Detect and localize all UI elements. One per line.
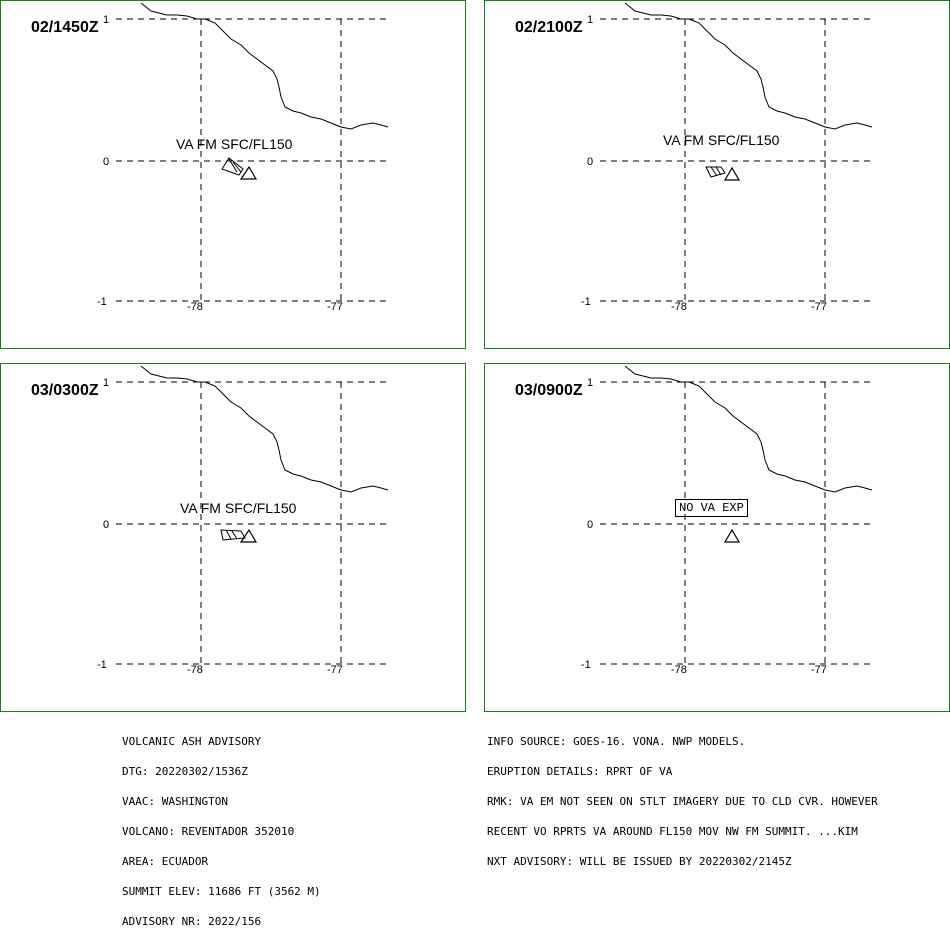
advisory-line: VOLCANIC ASH ADVISORY bbox=[122, 735, 262, 748]
advisory-line: SUMMIT ELEV: 11686 FT (3562 M) bbox=[122, 885, 321, 898]
advisory-line: ERUPTION DETAILS: RPRT OF VA bbox=[487, 765, 673, 778]
ash-hatch bbox=[710, 166, 718, 177]
panel-time: 03/0900Z bbox=[515, 382, 583, 399]
ash-hatch bbox=[225, 529, 232, 540]
advisory-line: RMK: VA EM NOT SEEN ON STLT IMAGERY DUE … bbox=[487, 795, 878, 808]
advisory-line: VAAC: WASHINGTON bbox=[122, 795, 228, 808]
ash-hatch bbox=[715, 166, 722, 176]
map-canvas: 1 0 -1 -78 -77 bbox=[581, 365, 873, 676]
advisory-line: AREA: ECUADOR bbox=[122, 855, 209, 868]
advisory-line: NXT ADVISORY: WILL BE ISSUED BY 20220302… bbox=[487, 855, 792, 868]
map-canvas: 1 0 -1 -78 -77 bbox=[581, 2, 873, 313]
coastline bbox=[140, 2, 389, 130]
lon-tick: -78 bbox=[671, 301, 687, 313]
lon-tick: -78 bbox=[187, 664, 203, 676]
ash-cloud-polygon bbox=[220, 529, 246, 541]
ash-label: VA FM SFC/FL150 bbox=[176, 136, 293, 152]
volcano-triangle-icon bbox=[723, 166, 741, 181]
lat-tick: 1 bbox=[103, 14, 109, 26]
lon-tick: -78 bbox=[187, 301, 203, 313]
advisory-line: RECENT VO RPRTS VA AROUND FL150 MOV NW F… bbox=[487, 825, 858, 838]
lat-tick: 1 bbox=[587, 14, 593, 26]
advisory-line: INFO SOURCE: GOES-16. VONA. NWP MODELS. bbox=[487, 735, 746, 748]
lat-tick: -1 bbox=[581, 659, 591, 671]
lat-tick: 1 bbox=[587, 377, 593, 389]
lat-tick: 1 bbox=[103, 377, 109, 389]
forecast-panel-2: 1 0 -1 -78 -77 02/2100Z VA FM SFC/FL150 bbox=[484, 0, 950, 349]
lat-tick: 0 bbox=[587, 156, 593, 168]
ash-cloud-polygon bbox=[705, 166, 726, 178]
panel-time: 03/0300Z bbox=[31, 382, 99, 399]
lon-tick: -77 bbox=[811, 301, 827, 313]
advisory-line: DTG: 20220302/1536Z bbox=[122, 765, 248, 778]
advisory-details-block: INFO SOURCE: GOES-16. VONA. NWP MODELS. … bbox=[487, 717, 878, 877]
volcano-triangle-icon bbox=[723, 528, 741, 543]
ash-label: VA FM SFC/FL150 bbox=[180, 500, 297, 516]
map-canvas: 1 0 -1 -78 -77 bbox=[97, 2, 389, 313]
volcano-triangle-icon bbox=[239, 528, 258, 543]
advisory-line: ADVISORY NR: 2022/156 bbox=[122, 915, 262, 928]
lon-tick: -77 bbox=[327, 664, 343, 676]
lon-tick: -77 bbox=[811, 664, 827, 676]
coastline bbox=[624, 2, 873, 130]
panel-time: 02/2100Z bbox=[515, 19, 583, 36]
lat-tick: 0 bbox=[103, 519, 109, 531]
no-va-expected-label: NO VA EXP bbox=[675, 499, 748, 517]
lat-tick: 0 bbox=[587, 519, 593, 531]
lat-tick: 0 bbox=[103, 156, 109, 168]
ash-hatch bbox=[231, 530, 238, 540]
map-canvas: 1 0 -1 -78 -77 bbox=[97, 365, 389, 676]
lon-tick: -78 bbox=[671, 664, 687, 676]
panel-time: 02/1450Z bbox=[31, 19, 99, 36]
lon-tick: -77 bbox=[327, 301, 343, 313]
forecast-panel-4: 1 0 -1 -78 -77 03/0900Z NO VA EXP bbox=[484, 363, 950, 712]
forecast-panel-3: 1 0 -1 -78 -77 03/0300Z VA FM SFC/FL150 bbox=[0, 363, 466, 712]
volcano-triangle-icon bbox=[239, 165, 258, 180]
lat-tick: -1 bbox=[581, 296, 591, 308]
ash-cloud-polygon bbox=[221, 157, 244, 176]
coastline bbox=[624, 365, 873, 493]
lat-tick: -1 bbox=[97, 296, 107, 308]
ash-hatch bbox=[228, 158, 238, 173]
lat-tick: -1 bbox=[97, 659, 107, 671]
advisory-header-block: VOLCANIC ASH ADVISORY DTG: 20220302/1536… bbox=[122, 717, 321, 937]
ash-label: VA FM SFC/FL150 bbox=[663, 132, 780, 148]
forecast-panel-1: 1 0 -1 -78 -77 02/1450Z VA FM SFC/FL150 bbox=[0, 0, 466, 349]
advisory-line: VOLCANO: REVENTADOR 352010 bbox=[122, 825, 295, 838]
ash-hatch bbox=[232, 161, 242, 173]
coastline bbox=[140, 365, 389, 493]
